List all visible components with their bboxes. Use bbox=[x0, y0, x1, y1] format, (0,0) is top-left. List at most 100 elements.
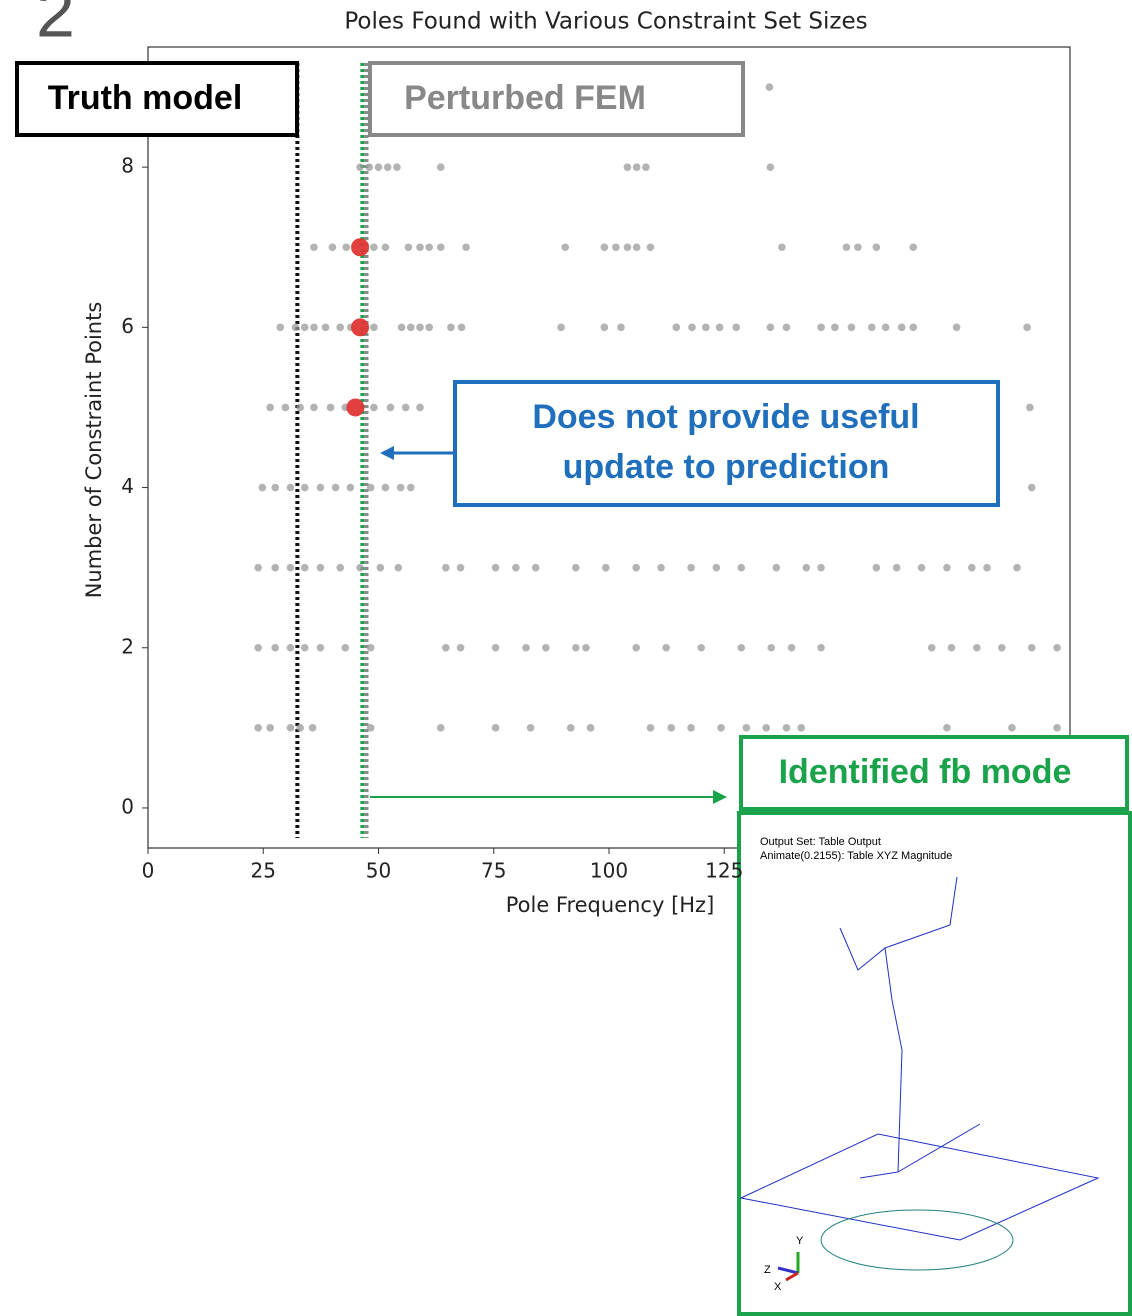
point bbox=[767, 644, 775, 652]
point bbox=[778, 243, 786, 251]
point bbox=[397, 484, 405, 492]
point bbox=[370, 243, 378, 251]
point bbox=[332, 484, 340, 492]
point bbox=[868, 324, 876, 332]
point bbox=[983, 564, 991, 572]
point bbox=[327, 404, 335, 412]
x-axis-label: Pole Frequency [Hz] bbox=[506, 893, 715, 917]
point bbox=[567, 724, 575, 732]
point bbox=[848, 324, 856, 332]
point bbox=[365, 163, 373, 171]
point bbox=[457, 644, 465, 652]
point bbox=[1013, 564, 1021, 572]
point bbox=[633, 163, 641, 171]
x-tick-label: 100 bbox=[590, 859, 628, 883]
note-line: Does not provide useful bbox=[532, 398, 919, 436]
point bbox=[301, 644, 309, 652]
point bbox=[762, 724, 770, 732]
point bbox=[673, 324, 681, 332]
point bbox=[738, 644, 746, 652]
point bbox=[943, 724, 951, 732]
point bbox=[437, 163, 445, 171]
slide-number: 2 bbox=[36, 0, 75, 51]
point bbox=[633, 243, 641, 251]
point bbox=[447, 324, 455, 332]
point bbox=[773, 564, 781, 572]
point bbox=[767, 324, 775, 332]
point bbox=[254, 724, 262, 732]
point bbox=[382, 484, 390, 492]
point bbox=[416, 243, 424, 251]
triad-label: Y bbox=[796, 1235, 804, 1247]
point bbox=[854, 243, 862, 251]
x-tick-label: 50 bbox=[366, 859, 391, 883]
point bbox=[953, 324, 961, 332]
point bbox=[973, 644, 981, 652]
point bbox=[442, 564, 450, 572]
point bbox=[382, 243, 390, 251]
point bbox=[717, 724, 725, 732]
point bbox=[657, 564, 665, 572]
point bbox=[522, 644, 530, 652]
point bbox=[713, 564, 721, 572]
x-tick-label: 0 bbox=[142, 859, 155, 883]
point bbox=[287, 644, 295, 652]
point bbox=[336, 564, 344, 572]
point bbox=[527, 724, 535, 732]
point bbox=[1008, 724, 1016, 732]
point bbox=[425, 324, 433, 332]
y-axis-label: Number of Constraint Points bbox=[82, 302, 106, 599]
point bbox=[817, 644, 825, 652]
y-tick-label: 8 bbox=[121, 154, 134, 178]
point bbox=[442, 644, 450, 652]
point bbox=[342, 243, 350, 251]
point bbox=[561, 243, 569, 251]
perturbed-label: Perturbed FEM bbox=[404, 79, 646, 117]
point bbox=[687, 564, 695, 572]
point bbox=[282, 404, 290, 412]
chart-title: Poles Found with Various Constraint Set … bbox=[344, 9, 867, 35]
point bbox=[998, 644, 1006, 652]
point bbox=[948, 644, 956, 652]
point bbox=[462, 243, 470, 251]
point bbox=[647, 724, 655, 732]
point bbox=[356, 564, 364, 572]
point bbox=[893, 564, 901, 572]
point bbox=[271, 644, 279, 652]
point bbox=[398, 324, 406, 332]
point bbox=[716, 324, 724, 332]
point bbox=[909, 243, 917, 251]
point bbox=[393, 163, 401, 171]
annotations: Truth model Perturbed FEM Does not provi… bbox=[17, 63, 1130, 1314]
point bbox=[437, 724, 445, 732]
point bbox=[395, 564, 403, 572]
point bbox=[342, 644, 350, 652]
point bbox=[277, 324, 285, 332]
point bbox=[310, 404, 318, 412]
point bbox=[873, 564, 881, 572]
point bbox=[458, 324, 466, 332]
point bbox=[817, 324, 825, 332]
point bbox=[457, 564, 465, 572]
point bbox=[254, 644, 262, 652]
point bbox=[336, 324, 344, 332]
point bbox=[370, 324, 378, 332]
point bbox=[367, 644, 375, 652]
point bbox=[425, 243, 433, 251]
point bbox=[356, 163, 364, 171]
point bbox=[287, 564, 295, 572]
point bbox=[882, 324, 890, 332]
point bbox=[259, 484, 267, 492]
point bbox=[918, 564, 926, 572]
point bbox=[301, 564, 309, 572]
slide: 2 Poles Found with Various Constraint Se… bbox=[0, 0, 1132, 1316]
mode-label: Identified fb mode bbox=[779, 753, 1072, 791]
point bbox=[351, 238, 369, 256]
point bbox=[266, 724, 274, 732]
point bbox=[632, 644, 640, 652]
y-tick-label: 6 bbox=[121, 314, 134, 338]
point bbox=[783, 724, 791, 732]
point bbox=[492, 724, 500, 732]
point bbox=[738, 564, 746, 572]
point bbox=[1026, 404, 1034, 412]
